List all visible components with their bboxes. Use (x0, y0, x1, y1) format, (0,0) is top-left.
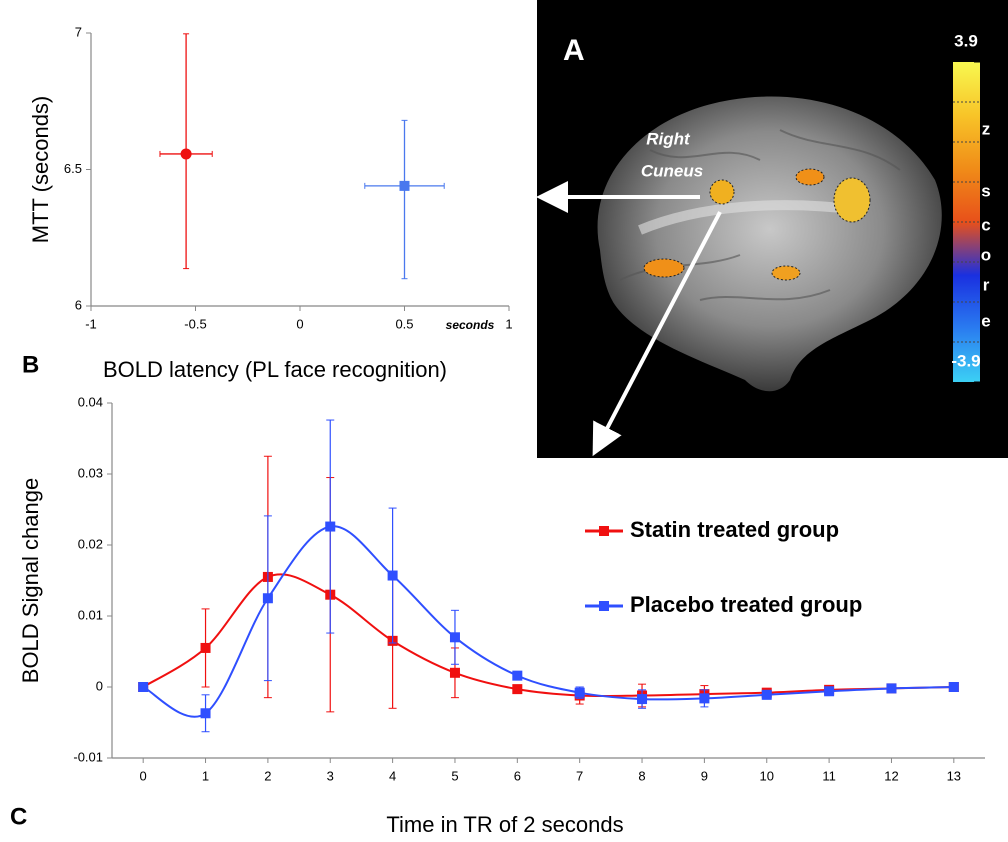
panel-label: B (22, 351, 39, 378)
x-tick-label: 10 (760, 768, 774, 783)
y-tick-label: 0.02 (78, 536, 103, 551)
x-tick-label: 1 (505, 316, 512, 331)
marker (512, 670, 523, 681)
y-tick-label: 7 (75, 24, 82, 39)
legend-marker (599, 601, 609, 611)
colorbar-tick-label: -3.9 (951, 351, 980, 370)
y-axis-label: MTT (seconds) (28, 96, 53, 244)
colorbar-tick-label: 3.9 (954, 31, 978, 50)
x-tick-label: 9 (701, 768, 708, 783)
y-tick-label: 0.04 (78, 394, 103, 409)
marker (886, 683, 897, 694)
x-tick-label: -1 (85, 316, 97, 331)
x-tick-label: 0.5 (395, 316, 413, 331)
marker (325, 521, 336, 532)
colorbar-title: c (981, 215, 990, 234)
marker (180, 148, 192, 160)
x-tick-label: 0 (140, 768, 147, 783)
marker (948, 682, 959, 692)
y-tick-label: 6.5 (64, 161, 82, 176)
marker (824, 686, 835, 697)
y-tick-label: 0 (96, 678, 103, 693)
colorbar-title: o (981, 245, 991, 264)
marker (637, 694, 648, 705)
x-tick-label: 0 (296, 316, 303, 331)
annotation: seconds (446, 318, 495, 332)
legend-label: Placebo treated group (630, 592, 862, 617)
colorbar-title: r (983, 275, 990, 294)
marker (399, 180, 410, 191)
brain-image (597, 96, 942, 392)
marker (699, 693, 710, 704)
marker (449, 667, 460, 678)
panel-label: C (10, 803, 27, 830)
x-tick-label: 1 (202, 768, 209, 783)
legend-label: Statin treated group (630, 517, 839, 542)
x-tick-label: 5 (451, 768, 458, 783)
x-tick-label: 11 (822, 768, 836, 783)
colorbar-title: z (982, 119, 991, 138)
activation-blobs (643, 168, 871, 281)
arrow (592, 211, 722, 457)
x-tick-label: 4 (389, 768, 396, 783)
marker (449, 632, 460, 643)
annotation: Cuneus (641, 161, 703, 180)
marker (512, 684, 523, 695)
brain-structure (638, 200, 861, 235)
colorbar-title: e (981, 311, 990, 330)
marker (138, 682, 149, 692)
x-axis-label: Time in TR of 2 seconds (386, 812, 623, 837)
panel-a: A Right Cuneus (536, 0, 1008, 458)
x-tick-label: 13 (947, 768, 961, 783)
x-tick-label: 6 (514, 768, 521, 783)
y-tick-label: 6 (75, 297, 82, 312)
y-tick-label: -0.01 (73, 749, 103, 764)
x-tick-label: 12 (884, 768, 898, 783)
y-tick-label: 0.01 (78, 607, 103, 622)
x-tick-label: 7 (576, 768, 583, 783)
colorbar-title: s (981, 181, 990, 200)
panel-label: A (563, 34, 585, 67)
x-axis-label: BOLD latency (PL face recognition) (103, 357, 447, 382)
marker (761, 689, 772, 700)
y-axis-label: BOLD Signal change (18, 478, 43, 683)
x-tick-label: 8 (638, 768, 645, 783)
x-tick-label: -0.5 (184, 316, 206, 331)
marker (574, 687, 585, 698)
x-tick-label: 3 (327, 768, 334, 783)
x-tick-label: 2 (264, 768, 271, 783)
marker (200, 708, 211, 719)
y-tick-label: 0.03 (78, 465, 103, 480)
legend-marker (599, 526, 609, 536)
marker (200, 642, 211, 653)
annotation: Right (646, 129, 691, 148)
marker (262, 593, 273, 604)
marker (387, 570, 398, 581)
